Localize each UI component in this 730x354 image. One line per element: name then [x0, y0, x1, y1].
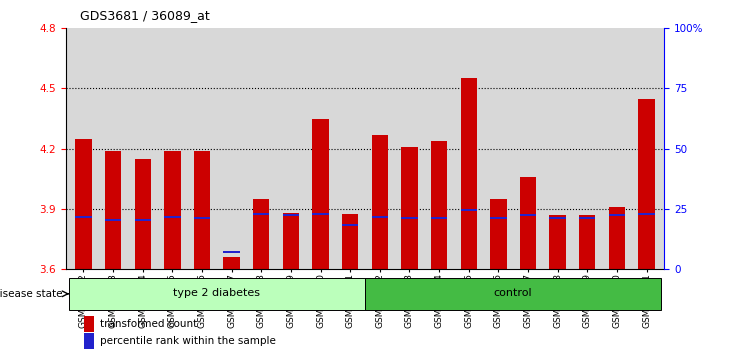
Bar — [402, 217, 418, 219]
Bar — [223, 251, 239, 253]
Bar — [105, 219, 121, 221]
Bar — [75, 139, 92, 269]
Bar — [609, 214, 625, 216]
Bar — [372, 216, 388, 218]
Bar — [402, 147, 418, 269]
Bar — [164, 216, 180, 218]
Bar — [105, 151, 121, 269]
Text: transformed count: transformed count — [101, 319, 198, 329]
Bar — [550, 215, 566, 269]
Bar — [283, 214, 299, 216]
Text: control: control — [494, 288, 532, 298]
Bar — [342, 224, 358, 226]
Text: type 2 diabetes: type 2 diabetes — [173, 288, 261, 298]
Bar — [609, 207, 625, 269]
Bar — [461, 79, 477, 269]
Bar — [312, 213, 328, 215]
Bar — [520, 214, 536, 216]
Bar — [638, 213, 655, 215]
Bar — [520, 177, 536, 269]
Bar — [75, 216, 92, 218]
Bar — [638, 98, 655, 269]
Bar — [84, 316, 94, 332]
Text: GDS3681 / 36089_at: GDS3681 / 36089_at — [80, 9, 210, 22]
Bar — [312, 119, 328, 269]
Bar — [69, 278, 365, 310]
Bar — [194, 151, 210, 269]
Bar — [164, 151, 180, 269]
Bar — [491, 217, 507, 219]
Bar — [491, 199, 507, 269]
Text: disease state: disease state — [0, 289, 62, 299]
Bar — [579, 215, 596, 269]
Bar — [372, 135, 388, 269]
Bar — [431, 141, 447, 269]
Bar — [431, 217, 447, 219]
Text: percentile rank within the sample: percentile rank within the sample — [101, 336, 276, 346]
Bar — [134, 159, 151, 269]
Bar — [342, 214, 358, 269]
Bar — [223, 257, 239, 269]
Bar — [579, 217, 596, 219]
Bar — [550, 217, 566, 219]
Bar — [194, 217, 210, 219]
Bar — [461, 209, 477, 211]
Bar — [253, 199, 269, 269]
Bar — [283, 213, 299, 269]
Bar — [253, 213, 269, 215]
Bar — [134, 219, 151, 221]
Bar — [365, 278, 661, 310]
Bar — [84, 333, 94, 349]
